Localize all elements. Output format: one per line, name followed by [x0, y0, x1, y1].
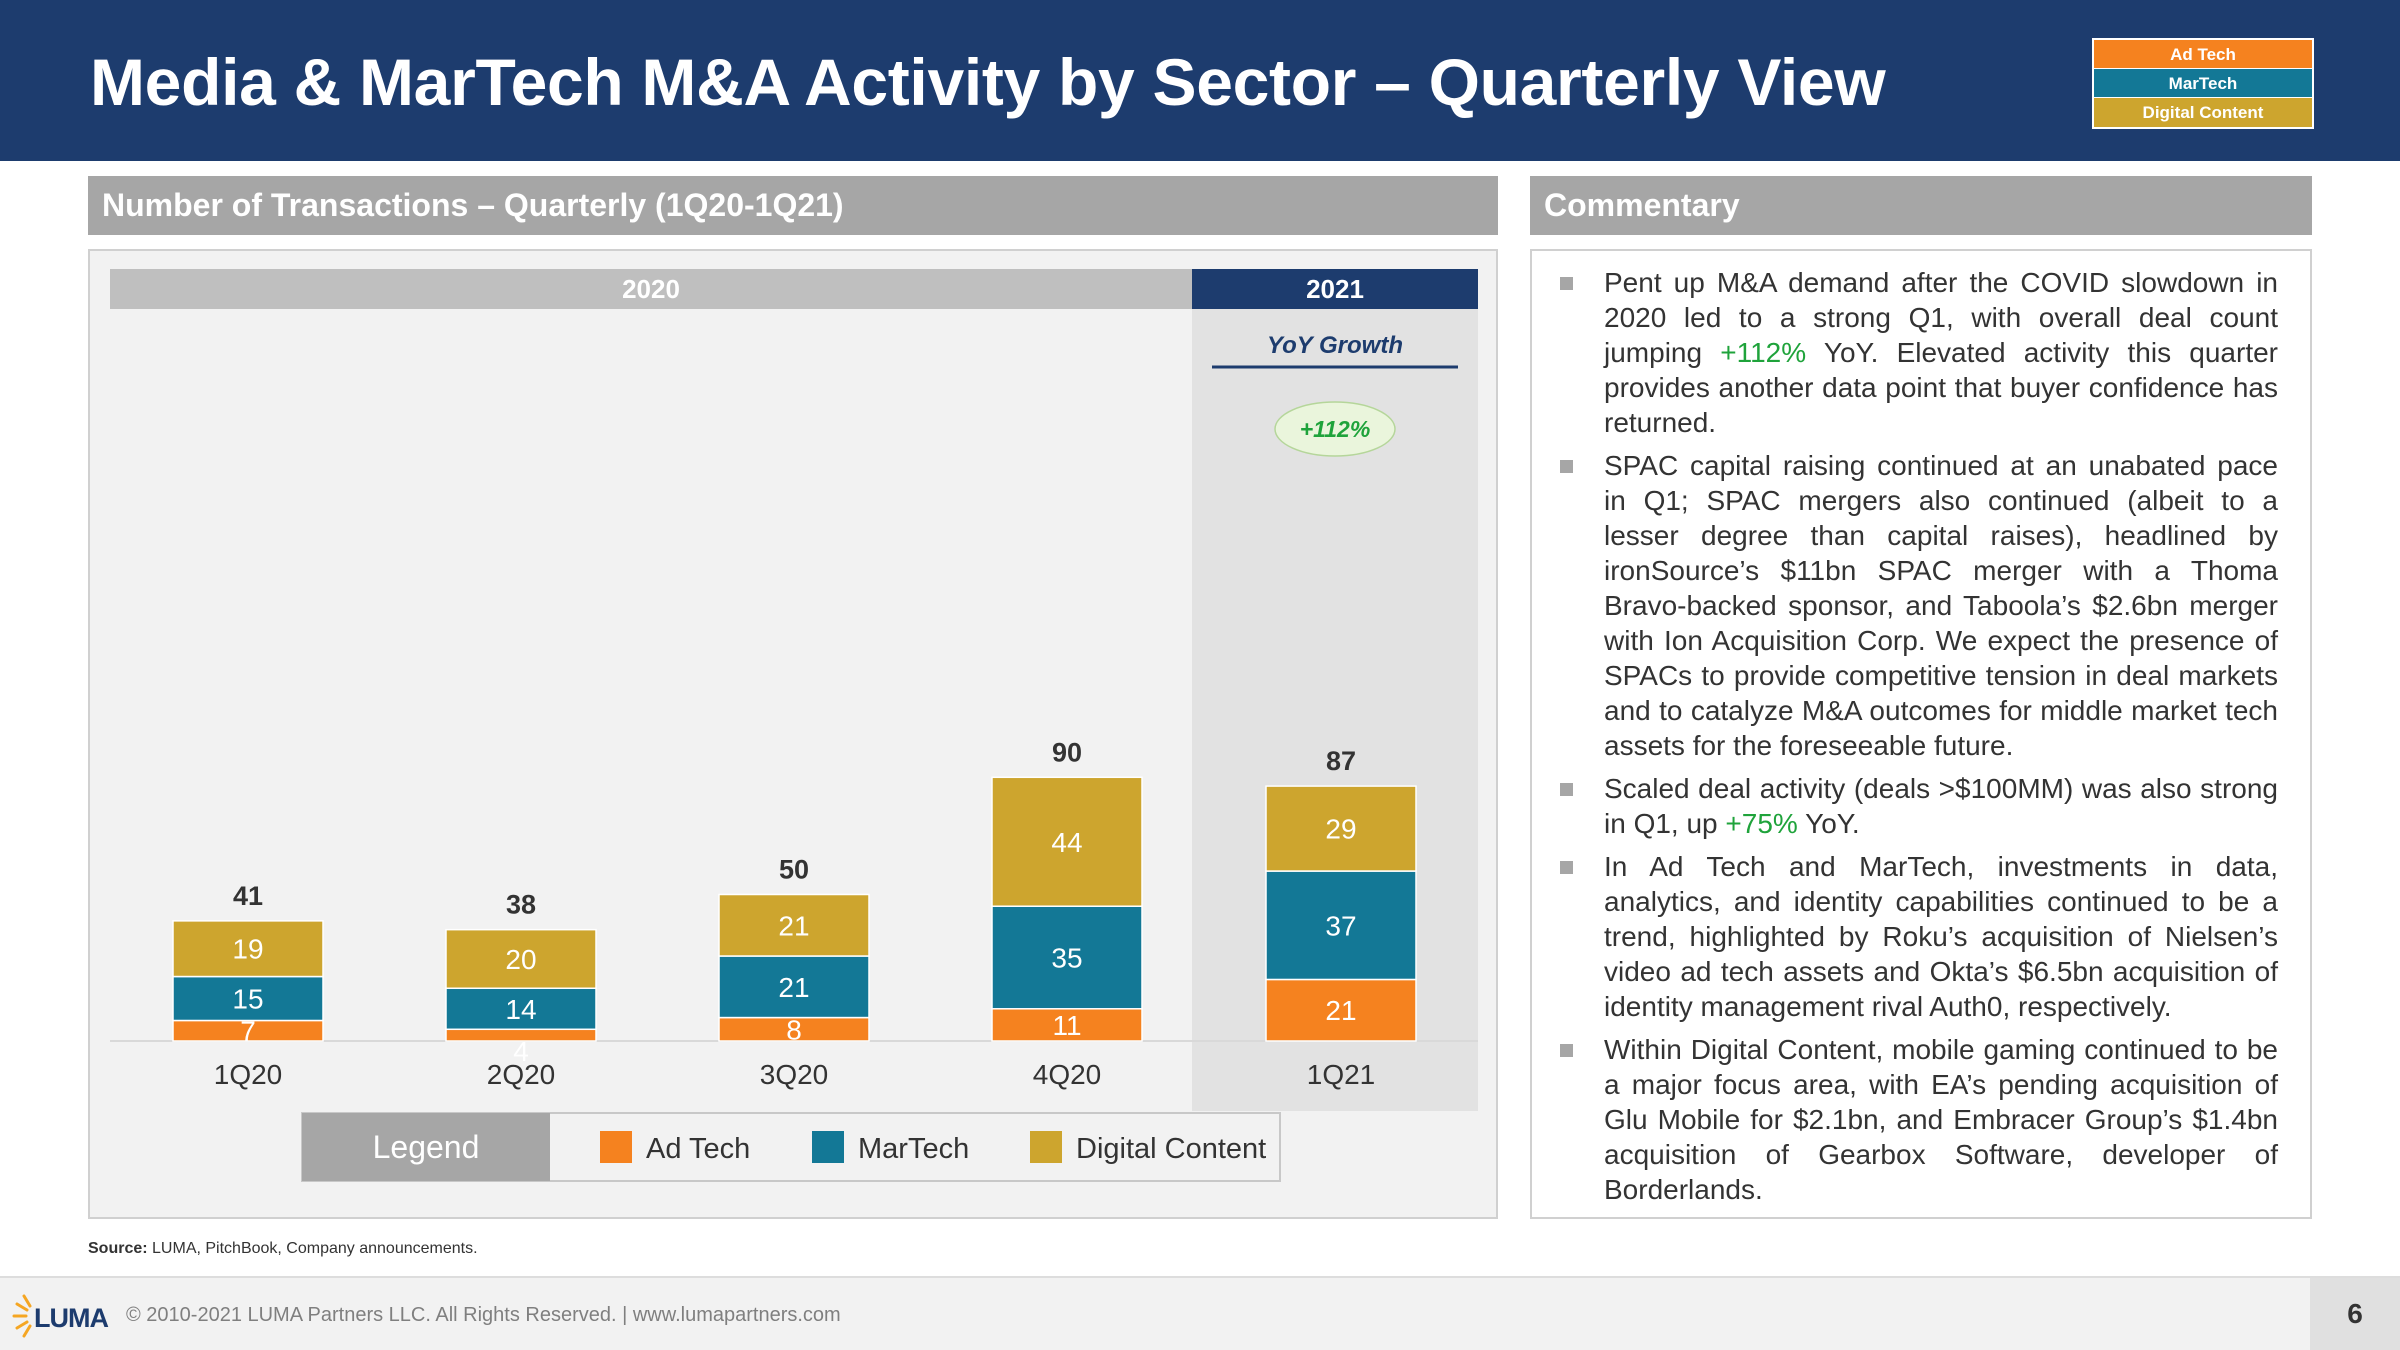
bar-value-label: 44: [1051, 827, 1082, 858]
commentary-text: In Ad Tech and MarTech, investments in d…: [1604, 851, 2278, 1022]
commentary-text: YoY. Elevated activity this quarter prov…: [1604, 337, 2278, 438]
sector-color-key: Ad Tech MarTech Digital Content: [2092, 38, 2314, 129]
bar-value-label: 15: [232, 984, 263, 1015]
bar-total-label: 50: [779, 855, 809, 885]
source-label: Source:: [88, 1240, 148, 1257]
bar-value-label: 8: [786, 1014, 802, 1045]
yoy-growth-badge: [1274, 401, 1396, 457]
legend-swatch: [1030, 1131, 1062, 1163]
bar-segment-digital-content: [172, 920, 324, 978]
bar-value-label: 21: [778, 972, 809, 1003]
slide-header: Media & MarTech M&A Activity by Sector –…: [0, 0, 2400, 161]
bar-segment-martech: [1265, 870, 1417, 981]
commentary-item: SPAC capital raising continued at an una…: [1560, 448, 2278, 763]
bar-value-label: 14: [505, 994, 536, 1025]
bar-value-label: 37: [1325, 910, 1356, 941]
bullet-square-icon: [1560, 1044, 1573, 1057]
bar-segment-martech: [991, 905, 1143, 1010]
bar-value-label: 11: [1052, 1010, 1081, 1041]
bar-value-label: 4: [513, 1036, 529, 1067]
bar-value-label: 21: [778, 910, 809, 941]
legend-entry: Ad Tech: [646, 1133, 750, 1165]
commentary-item: Pent up M&A demand after the COVID slowd…: [1560, 265, 2278, 440]
sector-tag-martech: MarTech: [2094, 69, 2312, 98]
bar-value-label: 19: [232, 934, 263, 965]
bar-segment-martech: [718, 955, 870, 1019]
bar-total-label: 41: [233, 881, 263, 911]
source-note: Source: LUMA, PitchBook, Company announc…: [88, 1240, 478, 1258]
slide-title: Media & MarTech M&A Activity by Sector –…: [90, 45, 1886, 119]
bar-segment-digital-content: [718, 893, 870, 957]
bar-value-label: 35: [1051, 942, 1082, 973]
bar-total-label: 90: [1052, 737, 1082, 767]
footer: LUMA © 2010-2021 LUMA Partners LLC. All …: [0, 1276, 2400, 1350]
bar-segment-martech: [172, 975, 324, 1022]
year-band-label: 2021: [1306, 274, 1364, 304]
commentary-text: Scaled deal activity (deals >$100MM) was…: [1604, 773, 2278, 839]
bullet-square-icon: [1560, 783, 1573, 796]
bullet-square-icon: [1560, 277, 1573, 290]
legend-title: Legend: [373, 1129, 480, 1165]
bar-value-label: 29: [1325, 814, 1356, 845]
x-tick-label: 4Q20: [1033, 1059, 1102, 1090]
commentary-text: YoY.: [1797, 808, 1860, 839]
commentary-list: Pent up M&A demand after the COVID slowd…: [1560, 265, 2278, 1215]
chart-section-title: Number of Transactions – Quarterly (1Q20…: [88, 176, 1498, 235]
bar-value-label: 7: [240, 1016, 256, 1047]
sector-tag-ad-tech: Ad Tech: [2094, 40, 2312, 69]
commentary-item: In Ad Tech and MarTech, investments in d…: [1560, 849, 2278, 1024]
bar-segment-digital-content: [445, 928, 597, 990]
year-band-2020: [110, 269, 1192, 309]
bar-total-label: 87: [1326, 746, 1356, 776]
growth-highlight: +75%: [1725, 808, 1798, 839]
sector-tag-digital-content: Digital Content: [2094, 98, 2312, 127]
bar-segment-digital-content: [1265, 785, 1417, 872]
bar-segment-ad-tech: [991, 1008, 1143, 1042]
yoy-growth-label: YoY Growth: [1267, 332, 1403, 359]
commentary-text: Pent up M&A demand after the COVID slowd…: [1604, 267, 2278, 368]
bar-total-label: 38: [506, 890, 536, 920]
commentary-item: Scaled deal activity (deals >$100MM) was…: [1560, 771, 2278, 841]
bar-segment-ad-tech: [1265, 978, 1417, 1042]
x-tick-label: 1Q20: [214, 1059, 283, 1090]
legend-title-bg: [302, 1113, 550, 1181]
legend-swatch: [812, 1131, 844, 1163]
commentary-text: SPAC capital raising continued at an una…: [1604, 450, 2278, 761]
x-tick-label: 1Q21: [1307, 1059, 1376, 1090]
commentary-text: Within Digital Content, mobile gaming co…: [1604, 1034, 2278, 1205]
growth-highlight: +112%: [1720, 337, 1807, 368]
source-text: LUMA, PitchBook, Company announcements.: [152, 1240, 478, 1257]
year-band-label: 2020: [622, 274, 680, 304]
chart-panel: 2020 2021 YoY Growth +112% 7 15 19 41 1Q20 4 14 20 3…: [88, 249, 1498, 1219]
page-number: 6: [2310, 1278, 2400, 1350]
legend-swatch: [600, 1131, 632, 1163]
bar-value-label: 20: [505, 944, 536, 975]
copyright-text: © 2010-2021 LUMA Partners LLC. All Right…: [126, 1304, 841, 1326]
commentary-section-title: Commentary: [1530, 176, 2312, 235]
svg-text:LUMA: LUMA: [34, 1303, 108, 1333]
legend-entry: MarTech: [858, 1133, 969, 1165]
x-tick-label: 3Q20: [760, 1059, 829, 1090]
bullet-square-icon: [1560, 460, 1573, 473]
year-band-2021: [1192, 269, 1478, 309]
x-tick-label: 2Q20: [487, 1059, 556, 1090]
bar-segment-digital-content: [991, 776, 1143, 907]
stacked-bar-chart: 2020 2021 YoY Growth +112% 715 19 41 1Q20 4 14 20 3…: [110, 269, 1478, 1182]
legend-entry: Digital Content: [1076, 1133, 1266, 1165]
bar-value-label: 21: [1325, 995, 1356, 1026]
luma-logo-icon: LUMA: [12, 1294, 109, 1338]
commentary-item: Within Digital Content, mobile gaming co…: [1560, 1032, 2278, 1207]
bar-segment-martech: [445, 987, 597, 1031]
bullet-square-icon: [1560, 861, 1573, 874]
yoy-growth-value: +112%: [1300, 416, 1371, 442]
commentary-panel: Pent up M&A demand after the COVID slowd…: [1530, 249, 2312, 1219]
